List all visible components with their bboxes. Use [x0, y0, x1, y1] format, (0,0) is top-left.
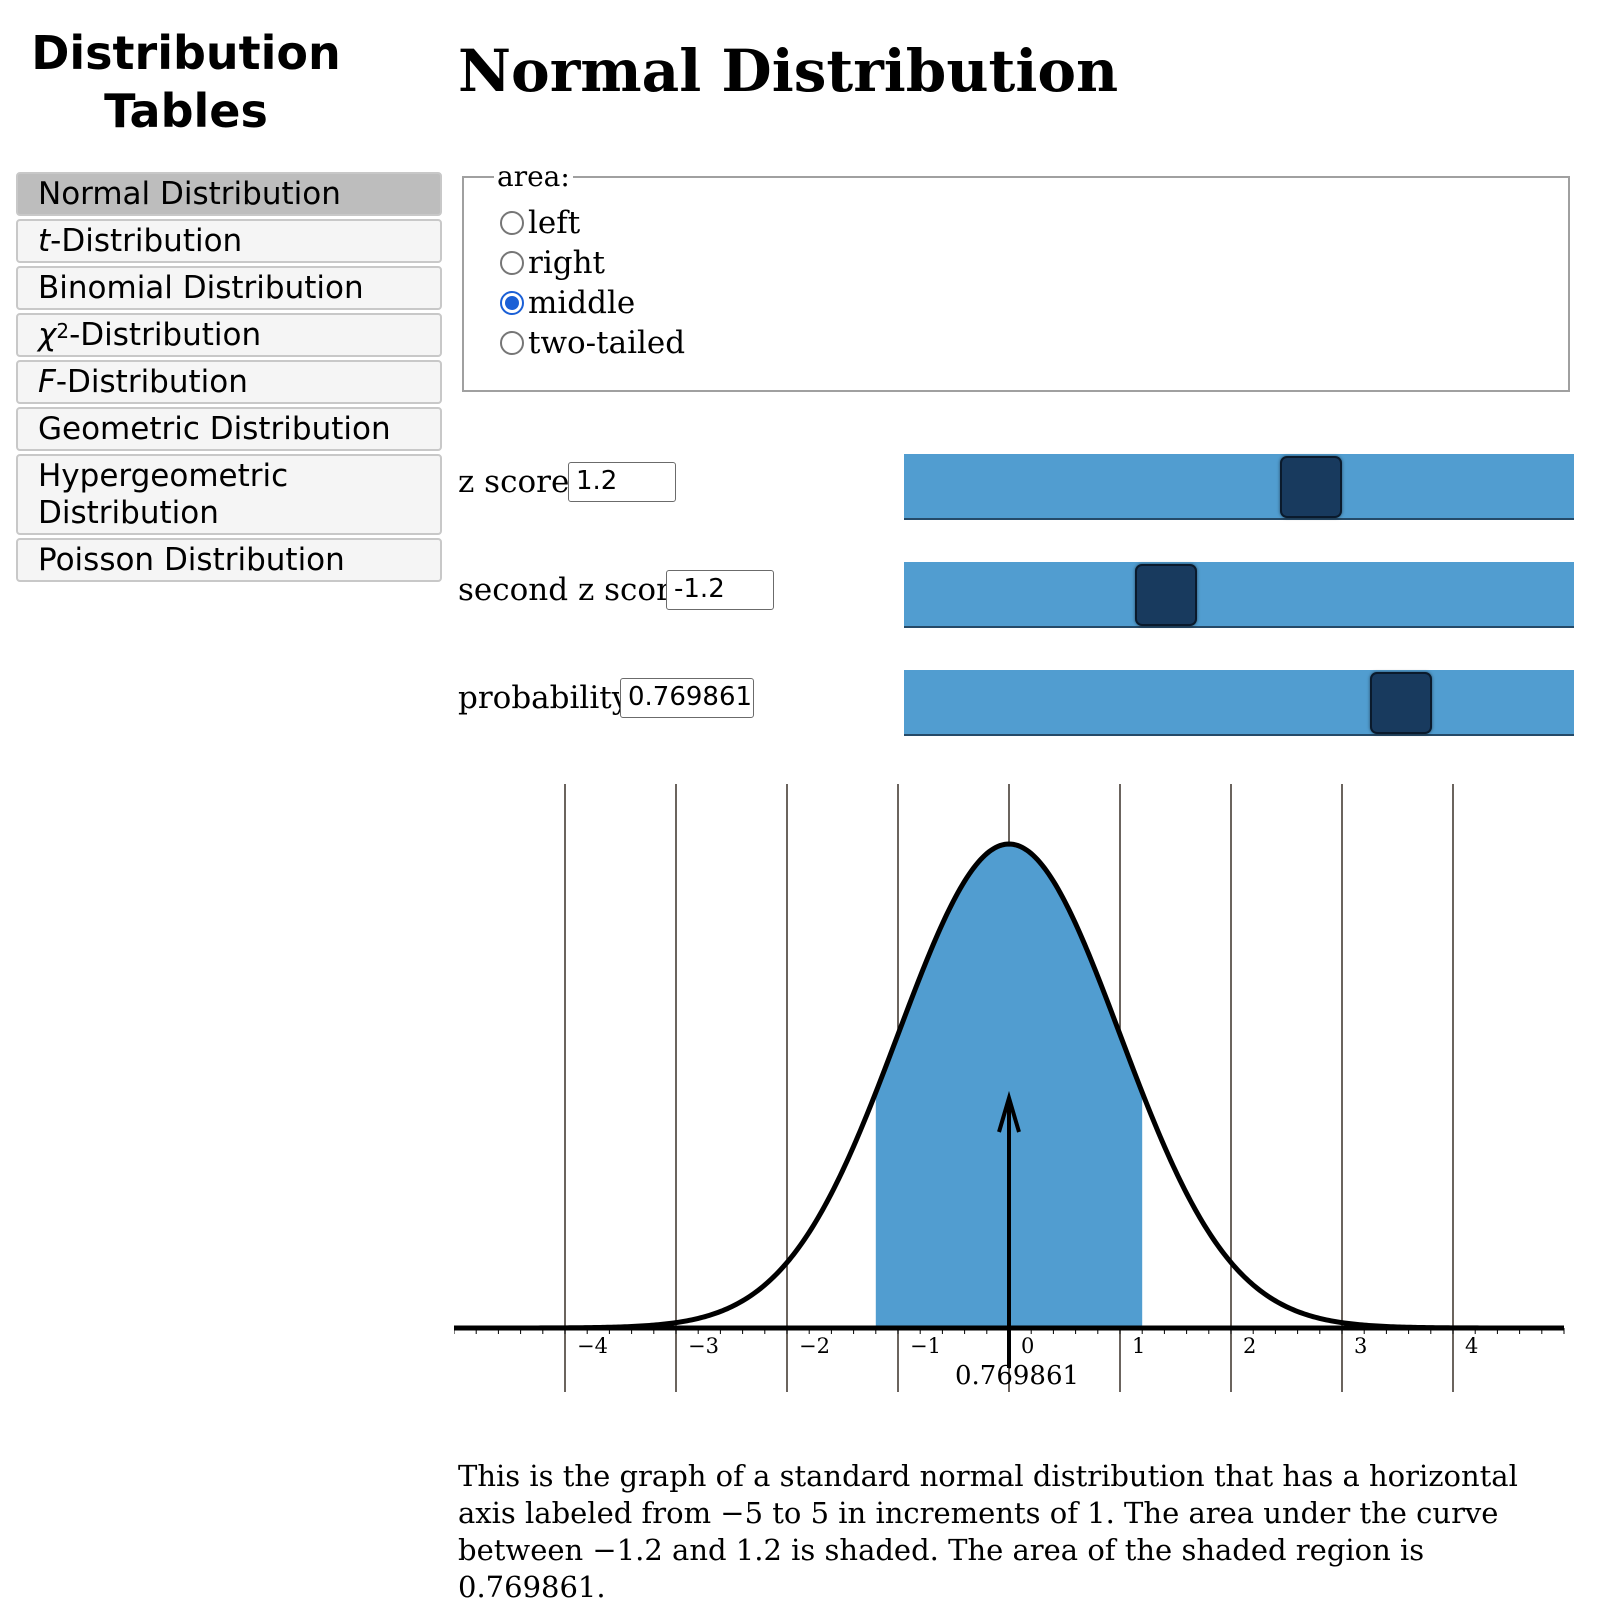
sidebar: Distribution Tables Normal Distribution …: [16, 24, 442, 585]
area-legend: area:: [497, 160, 570, 193]
radio-right[interactable]: [500, 251, 524, 275]
radio-label: right: [528, 245, 606, 281]
second-z-score-label: second z score: [458, 572, 690, 608]
area-option-left[interactable]: left: [500, 203, 1568, 243]
normal-distribution-chart: −4 −3 −2 −1 0 1 2 3 4 0.769861: [454, 784, 1565, 1392]
sidebar-item-label: -Distribution: [55, 364, 248, 400]
tick-label: 4: [1465, 1334, 1478, 1358]
z-score-slider-thumb[interactable]: [1280, 456, 1343, 518]
sidebar-item-label: Binomial Distribution: [38, 270, 364, 306]
radio-label: left: [528, 205, 581, 241]
sidebar-item-superscript: 2: [56, 319, 70, 343]
z-score-slider[interactable]: [904, 454, 1574, 520]
area-value-label: 0.769861: [955, 1361, 1079, 1391]
probability-slider[interactable]: [904, 670, 1574, 736]
tick-label: −2: [799, 1334, 830, 1358]
sidebar-item-f-distribution[interactable]: F-Distribution: [16, 360, 442, 404]
area-option-two-tailed[interactable]: two-tailed: [500, 323, 1568, 363]
graph-description: This is the graph of a standard normal d…: [458, 1459, 1518, 1604]
tick-label: 0: [1021, 1334, 1034, 1358]
radio-label: middle: [528, 285, 636, 321]
probability-label: probability: [458, 680, 630, 716]
second-z-score-input[interactable]: -1.2: [666, 570, 774, 610]
sidebar-item-chi-square-distribution[interactable]: χ2-Distribution: [16, 313, 442, 357]
area-option-right[interactable]: right: [500, 243, 1568, 283]
sidebar-item-symbol: F: [38, 364, 56, 400]
second-z-score-slider[interactable]: [904, 562, 1574, 628]
tick-label: 1: [1132, 1334, 1145, 1358]
tick-label: 2: [1243, 1334, 1256, 1358]
z-score-input[interactable]: 1.2: [568, 462, 676, 502]
sidebar-item-poisson-distribution[interactable]: Poisson Distribution: [16, 538, 442, 582]
tick-label: −3: [688, 1334, 719, 1358]
sidebar-item-label: Hypergeometric Distribution: [38, 458, 289, 531]
radio-left[interactable]: [500, 211, 524, 235]
probability-input[interactable]: 0.769861: [620, 678, 754, 718]
sidebar-item-label: -Distribution: [50, 223, 243, 259]
sidebar-item-normal-distribution[interactable]: Normal Distribution: [16, 172, 442, 216]
sidebar-item-symbol: t: [38, 223, 51, 259]
page-title: Normal Distribution: [458, 37, 1119, 105]
sidebar-item-geometric-distribution[interactable]: Geometric Distribution: [16, 407, 442, 451]
radio-label: two-tailed: [528, 325, 686, 361]
sidebar-item-label: -Distribution: [69, 317, 262, 353]
sidebar-item-label: Normal Distribution: [38, 176, 341, 212]
sidebar-item-binomial-distribution[interactable]: Binomial Distribution: [16, 266, 442, 310]
radio-two-tailed[interactable]: [500, 331, 524, 355]
tick-label: 3: [1354, 1334, 1367, 1358]
area-option-middle[interactable]: middle: [500, 283, 1568, 323]
sidebar-item-t-distribution[interactable]: t-Distribution: [16, 219, 442, 263]
normal-curve: [454, 841, 1564, 1331]
z-score-label: z score: [458, 464, 570, 500]
sidebar-title: Distribution Tables: [31, 26, 341, 138]
sidebar-item-label: Geometric Distribution: [38, 411, 391, 447]
tick-label: −1: [910, 1334, 941, 1358]
sidebar-item-hypergeometric-distribution[interactable]: Hypergeometric Distribution: [16, 454, 442, 535]
probability-slider-thumb[interactable]: [1370, 672, 1433, 734]
radio-middle[interactable]: [500, 291, 524, 315]
second-z-score-slider-thumb[interactable]: [1134, 564, 1197, 626]
shaded-area: [875, 844, 1143, 1328]
sidebar-item-label: Poisson Distribution: [38, 542, 345, 578]
tick-labels: −4 −3 −2 −1 0 1 2 3 4: [577, 1334, 1478, 1358]
area-radio-group: area: left right middle two-tailed: [462, 160, 1570, 392]
tick-label: −4: [577, 1334, 608, 1358]
sidebar-item-symbol: χ: [38, 317, 57, 353]
area-arrow-head: [997, 1090, 1021, 1133]
